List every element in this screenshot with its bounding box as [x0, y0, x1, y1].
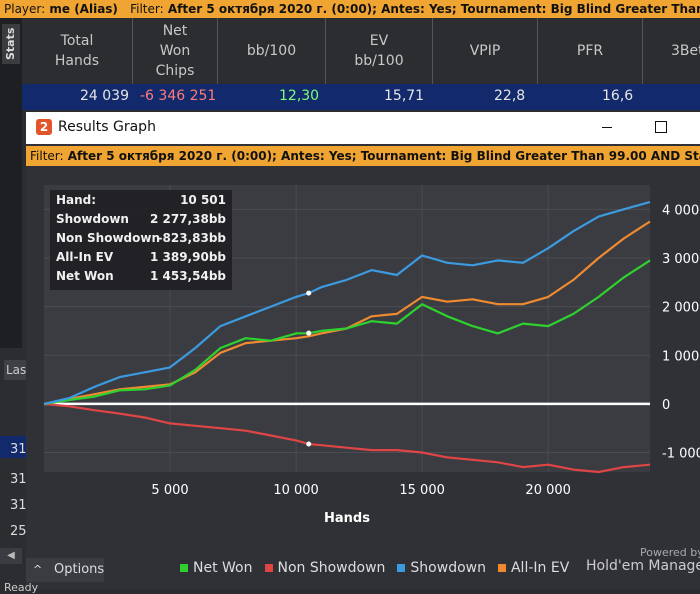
series-line-non-showdown — [43, 402, 651, 474]
tooltip-key: Hand: — [56, 193, 96, 207]
status-text: Ready — [4, 581, 39, 594]
las-dropdown[interactable]: Las — [4, 360, 26, 380]
series-line-all-in-ev — [43, 220, 651, 405]
pfr-value: 16,6 — [602, 88, 634, 104]
bb100-value: 12,30 — [279, 88, 320, 104]
list-item[interactable]: 31 — [10, 442, 27, 457]
legend-item-net-won[interactable]: Net Won — [180, 560, 253, 576]
main-filter-bar: Player: me (Alias) Filter: After 5 октяб… — [0, 0, 700, 18]
player-name[interactable]: me (Alias) — [49, 2, 118, 16]
minimize-button[interactable] — [602, 127, 612, 128]
y-tick-label: 4 000 — [662, 203, 699, 218]
tooltip-value: 1 453,54bb — [150, 269, 226, 283]
col-3bet[interactable]: 3Bet — [643, 18, 700, 84]
legend-swatch — [180, 564, 188, 572]
tooltip-value: 10 501 — [180, 193, 226, 207]
legend-item-showdown[interactable]: Showdown — [397, 560, 486, 576]
legend-swatch — [397, 564, 406, 572]
chevron-up-icon: ^ — [33, 563, 43, 576]
x-tick-label: 10 000 — [273, 483, 319, 498]
legend-item-non-showdown[interactable]: Non Showdown — [264, 560, 386, 576]
table-row[interactable]: 24 039 -6 346 251 12,30 15,71 22,8 16,6 — [22, 84, 700, 110]
col-label: Net Won Chips — [155, 23, 195, 79]
tooltip-key: Showdown — [56, 212, 129, 226]
hover-point — [306, 330, 312, 336]
x-tick-label: 20 000 — [525, 483, 571, 498]
tooltip-key: Net Won — [56, 269, 114, 283]
filter-label: Filter: — [30, 149, 64, 163]
hover-point — [306, 290, 312, 296]
stats-table-header: Total Hands Net Won Chips bb/100 EV bb/1… — [22, 18, 700, 84]
col-label: EV bb/100 — [354, 33, 404, 69]
window-titlebar[interactable] — [26, 112, 700, 144]
y-tick-label: 3 000 — [662, 252, 699, 267]
col-label: Total Hands — [54, 33, 100, 69]
maximize-button[interactable] — [655, 121, 667, 133]
tooltip-key: All-In EV — [56, 250, 114, 264]
tooltip-value: 2 277,38bb — [150, 212, 226, 226]
filter-text: After 5 октября 2020 г. (0:00); Antes: Y… — [67, 149, 700, 163]
side-tab-strip — [0, 18, 22, 348]
graph-filter-bar[interactable]: Filter: After 5 октября 2020 г. (0:00); … — [26, 146, 700, 166]
ev-bb100-value: 15,71 — [384, 88, 425, 104]
x-axis-label: Hands — [324, 511, 370, 526]
col-label: VPIP — [469, 43, 501, 59]
legend-label: Non Showdown — [277, 560, 386, 576]
legend-label: Net Won — [193, 560, 253, 576]
filter-label: Filter: — [130, 2, 164, 16]
options-button[interactable]: ^ Options — [26, 558, 104, 582]
hover-point — [306, 441, 312, 447]
legend-label: Showdown — [410, 560, 486, 576]
col-vpip[interactable]: VPIP — [433, 18, 538, 84]
brand-name: Hold'em Manager — [586, 558, 700, 574]
options-label: Options — [54, 562, 105, 577]
hover-tooltip: Hand: 10 501 Showdown 2 277,38bb Non Showdow… — [50, 190, 232, 290]
x-tick-label: 15 000 — [399, 483, 445, 498]
results-chart[interactable]: 4 000 3 000 2 000 1 000 0 -1 000 5 000 10 000 1… — [26, 166, 700, 536]
scroll-left-button[interactable]: ◀ — [0, 548, 22, 564]
tooltip-value: 1 389,90bb — [150, 250, 226, 264]
col-ev-bb100[interactable]: EV bb/100 — [326, 18, 433, 84]
legend-swatch — [497, 564, 506, 572]
filter-text[interactable]: After 5 октября 2020 г. (0:00); Antes: Y… — [167, 2, 700, 16]
holdem-manager-logo: 2 — [36, 119, 52, 135]
legend-label: All-In EV — [510, 560, 570, 576]
window-title: Results Graph — [58, 119, 156, 135]
vpip-value: 22,8 — [494, 88, 526, 104]
y-tick-label: 0 — [662, 398, 670, 413]
legend-item-all-in-ev[interactable]: All-In EV — [497, 560, 570, 576]
powered-by-text: Powered by — [640, 546, 700, 559]
y-tick-label: 1 000 — [662, 349, 699, 364]
net-won-value: -6 346 251 — [140, 88, 217, 104]
total-hands-value: 24 039 — [80, 88, 129, 104]
legend-swatch — [264, 564, 273, 572]
player-label: Player: — [4, 2, 46, 16]
tooltip-key: Non Showdown — [56, 231, 160, 245]
stats-tab[interactable]: Stats — [2, 24, 20, 64]
list-item[interactable]: 25 — [10, 524, 27, 539]
col-net-won-chips[interactable]: Net Won Chips — [133, 18, 218, 84]
col-label: bb/100 — [246, 43, 297, 59]
col-label: PFR — [576, 43, 604, 59]
y-tick-label: -1 000 — [662, 447, 700, 462]
series-line-showdown — [43, 200, 651, 405]
x-tick-label: 5 000 — [151, 483, 188, 498]
list-item[interactable]: 31 — [10, 472, 27, 487]
tooltip-value: -823,83bb — [158, 231, 227, 245]
col-pfr[interactable]: PFR — [538, 18, 643, 84]
col-bb100[interactable]: bb/100 — [218, 18, 326, 84]
series-line-net-won — [43, 259, 651, 405]
chart-legend: Net Won Non Showdown Showdown All-In EV — [180, 558, 569, 578]
col-label: 3Bet — [671, 43, 700, 59]
list-item[interactable]: 31 — [10, 498, 27, 513]
col-total-hands[interactable]: Total Hands — [22, 18, 133, 84]
y-tick-label: 2 000 — [662, 301, 699, 316]
